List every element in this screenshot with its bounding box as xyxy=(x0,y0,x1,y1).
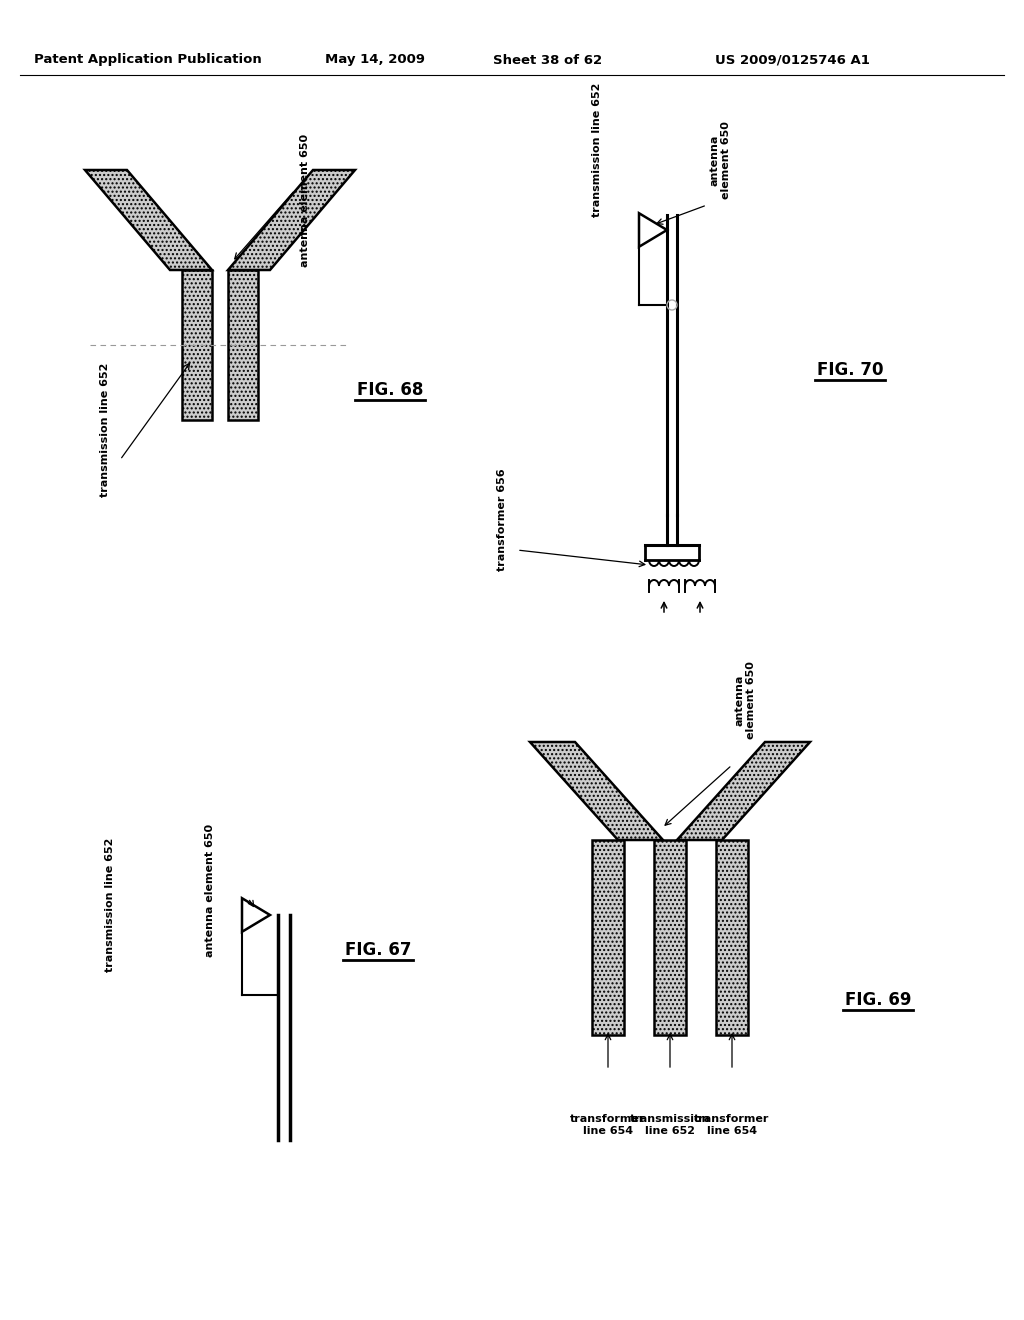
Text: US 2009/0125746 A1: US 2009/0125746 A1 xyxy=(715,54,869,66)
Text: FIG. 67: FIG. 67 xyxy=(345,941,412,960)
Text: transmission
line 652: transmission line 652 xyxy=(630,1114,711,1135)
Polygon shape xyxy=(677,742,810,840)
Text: antenna
element 650: antenna element 650 xyxy=(734,661,756,739)
Text: FIG. 68: FIG. 68 xyxy=(356,381,423,399)
Text: antenna element 650: antenna element 650 xyxy=(300,133,310,267)
Text: transformer
line 654: transformer line 654 xyxy=(570,1114,646,1135)
Text: FIG. 69: FIG. 69 xyxy=(845,991,911,1008)
Text: transmission line 652: transmission line 652 xyxy=(592,83,602,218)
Text: Patent Application Publication: Patent Application Publication xyxy=(34,54,262,66)
Polygon shape xyxy=(228,170,355,271)
Polygon shape xyxy=(654,840,686,1035)
Text: May 14, 2009: May 14, 2009 xyxy=(325,54,425,66)
Polygon shape xyxy=(592,840,624,1035)
Polygon shape xyxy=(530,742,663,840)
Text: Sheet 38 of 62: Sheet 38 of 62 xyxy=(494,54,602,66)
Text: antenna
element 650: antenna element 650 xyxy=(710,121,731,199)
Text: transmission line 652: transmission line 652 xyxy=(105,838,115,973)
Polygon shape xyxy=(228,271,258,420)
Text: transformer
line 654: transformer line 654 xyxy=(694,1114,770,1135)
Polygon shape xyxy=(242,898,270,932)
Text: antenna element 650: antenna element 650 xyxy=(205,824,215,957)
Polygon shape xyxy=(639,214,667,247)
Text: transmission line 652: transmission line 652 xyxy=(100,363,110,498)
Text: transformer 656: transformer 656 xyxy=(497,469,507,572)
Text: FIG. 70: FIG. 70 xyxy=(817,360,884,379)
Polygon shape xyxy=(85,170,212,271)
Polygon shape xyxy=(716,840,748,1035)
Polygon shape xyxy=(182,271,212,420)
